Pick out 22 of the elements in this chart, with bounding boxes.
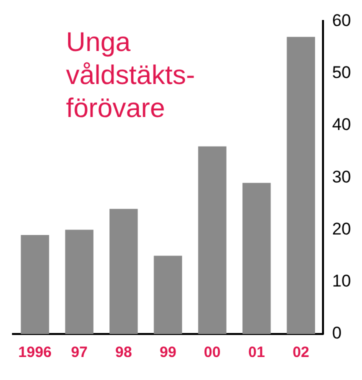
x-tick-label: 1996	[18, 344, 52, 362]
bar	[65, 230, 94, 334]
y-tick-label: 40	[332, 115, 352, 134]
bar	[109, 208, 138, 334]
x-tick-label: 98	[115, 344, 132, 362]
x-tick-label: 99	[160, 344, 176, 362]
y-tick-label: 20	[332, 219, 352, 238]
bar	[20, 234, 50, 334]
bar	[286, 36, 316, 334]
x-tick-label: 00	[204, 344, 221, 362]
x-tick-label: 01	[248, 344, 265, 362]
text: Unga våldstäkts-förövare	[66, 26, 196, 125]
y-tick-label: 60	[332, 10, 352, 30]
x-tick-label: 97	[70, 344, 88, 362]
y-tick-label: 30	[332, 167, 352, 186]
bar	[154, 256, 182, 334]
y-tick-label: 0	[332, 324, 342, 343]
x-tick-label: 02	[292, 344, 310, 362]
y-tick-label: 10	[332, 272, 352, 291]
y-tick-label: 50	[332, 63, 352, 82]
bar	[242, 182, 271, 334]
bar	[198, 146, 226, 334]
